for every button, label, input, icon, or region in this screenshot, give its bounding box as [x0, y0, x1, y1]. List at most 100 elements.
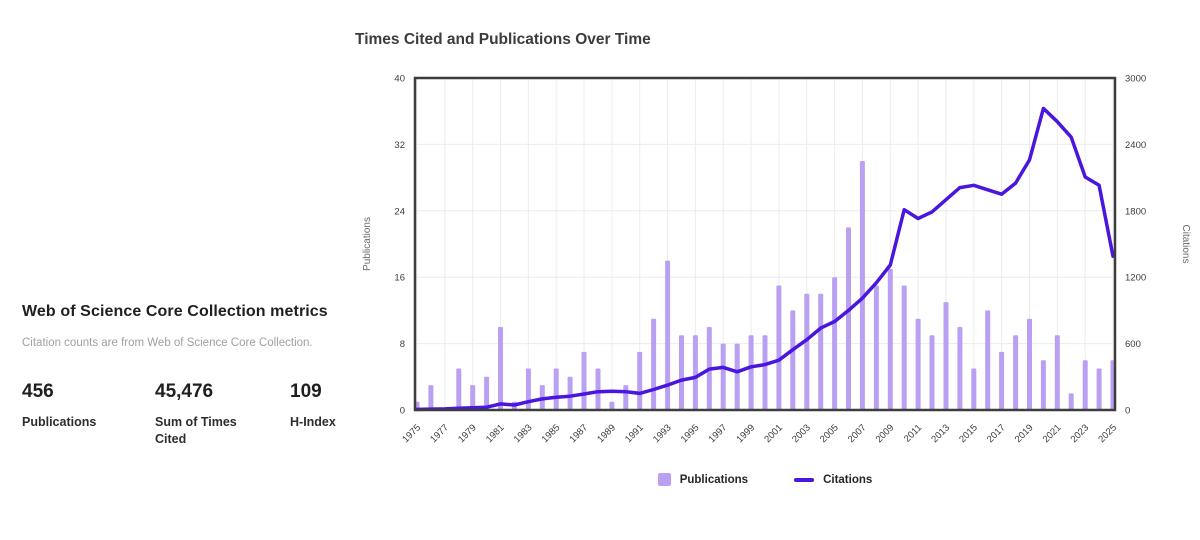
svg-text:16: 16	[394, 273, 405, 284]
svg-text:32: 32	[394, 140, 405, 151]
svg-text:1997: 1997	[707, 422, 730, 445]
svg-text:2005: 2005	[818, 422, 841, 445]
bar-2024	[1096, 368, 1102, 410]
bar-2005	[832, 277, 838, 410]
times-cited-count: 45,476	[155, 381, 214, 402]
metrics-subtext: Citation counts are from Web of Science …	[22, 337, 313, 349]
svg-text:1995: 1995	[679, 422, 702, 445]
bar-2014	[957, 327, 963, 410]
bar-1986	[567, 376, 573, 410]
legend-item-citations: Citations	[794, 474, 872, 486]
metric-h-index: 109 H-Index	[290, 381, 336, 448]
bar-2003	[804, 293, 810, 410]
svg-text:2013: 2013	[929, 422, 952, 445]
svg-text:1979: 1979	[456, 422, 479, 445]
svg-text:1989: 1989	[595, 422, 618, 445]
bar-2019	[1027, 318, 1032, 410]
legend-item-publications: Publications	[657, 473, 749, 486]
bar-1979	[470, 385, 476, 410]
svg-text:0: 0	[1125, 406, 1130, 417]
svg-text:1981: 1981	[484, 422, 507, 445]
bar-2010	[901, 285, 907, 410]
chart-title: Times Cited and Publications Over Time	[355, 31, 651, 48]
bar-2016	[985, 310, 991, 410]
svg-text:1800: 1800	[1125, 206, 1146, 217]
bar-2023	[1082, 360, 1088, 410]
svg-text:600: 600	[1125, 339, 1141, 350]
svg-text:1993: 1993	[651, 422, 674, 445]
svg-text:1985: 1985	[540, 422, 563, 445]
bar-1993	[665, 260, 671, 410]
svg-text:2009: 2009	[874, 422, 897, 445]
plot-frame	[413, 76, 1117, 412]
bar-1998	[734, 343, 740, 410]
svg-text:2019: 2019	[1013, 422, 1036, 445]
bar-2000	[762, 335, 768, 410]
svg-text:8: 8	[400, 339, 405, 350]
bar-1981	[498, 327, 503, 410]
svg-text:2015: 2015	[957, 422, 980, 445]
svg-text:2017: 2017	[985, 422, 1008, 445]
bar-1983	[525, 368, 531, 410]
bar-2013	[943, 302, 949, 410]
bar-1995	[692, 335, 698, 410]
bar-1980	[484, 376, 490, 410]
bar-2020	[1040, 360, 1046, 410]
bar-2006	[846, 227, 851, 410]
svg-text:2021: 2021	[1041, 422, 1064, 445]
bar-1976	[428, 385, 434, 410]
svg-text:24: 24	[394, 206, 405, 217]
legend-publications-label: Publications	[679, 473, 749, 486]
svg-text:1987: 1987	[567, 422, 590, 445]
bar-1987	[581, 351, 587, 410]
bar-2015	[971, 368, 977, 410]
bar-1988	[595, 368, 601, 410]
svg-text:2003: 2003	[790, 422, 813, 445]
svg-text:2023: 2023	[1069, 422, 1092, 445]
bar-2004	[818, 293, 824, 410]
bar-1985	[553, 368, 559, 410]
metrics-heading: Web of Science Core Collection metrics	[22, 303, 328, 320]
metrics-panel: Web of Science Core Collection metrics C…	[22, 303, 362, 448]
bar-2011	[915, 318, 921, 410]
publications-count-label: Publications	[22, 415, 97, 429]
svg-text:3000: 3000	[1125, 74, 1146, 85]
left-axis-title: Publications	[362, 217, 373, 271]
bar-1978	[456, 368, 462, 410]
metrics-row: 456 Publications 45,476 Sum of Times Cit…	[22, 381, 362, 448]
bar-2021	[1054, 335, 1060, 410]
svg-text:40: 40	[394, 74, 405, 85]
svg-text:1975: 1975	[400, 422, 423, 445]
publications-swatch	[657, 473, 671, 486]
bar-2002	[790, 310, 796, 410]
bar-2008	[873, 285, 879, 410]
bar-1994	[679, 335, 684, 410]
bar-2017	[999, 351, 1005, 410]
bar-2018	[1013, 335, 1019, 410]
svg-text:1999: 1999	[734, 422, 757, 445]
bar-2001	[776, 285, 782, 410]
svg-text:2400: 2400	[1125, 140, 1146, 151]
bar-2022	[1068, 393, 1074, 410]
metric-publications: 456 Publications	[22, 381, 155, 448]
bar-1992	[651, 318, 657, 410]
bar-1990	[623, 385, 629, 410]
bar-1997	[720, 343, 726, 410]
bar-1991	[637, 351, 643, 410]
svg-text:1977: 1977	[428, 422, 451, 445]
times-cited-label: Sum of Times Cited	[155, 415, 237, 446]
svg-text:1200: 1200	[1125, 273, 1146, 284]
bar-2007	[859, 161, 865, 410]
chart-legend: Publications Citations	[415, 473, 1115, 486]
svg-text:2001: 2001	[762, 422, 785, 445]
svg-text:2025: 2025	[1096, 422, 1119, 445]
publications-count: 456	[22, 381, 54, 402]
h-index-label: H-Index	[290, 415, 336, 429]
bar-2009	[887, 268, 893, 410]
bar-2012	[929, 335, 935, 410]
citations-swatch	[794, 477, 815, 482]
h-index-count: 109	[290, 381, 322, 402]
citations-line	[415, 106, 1115, 412]
svg-text:2007: 2007	[846, 422, 869, 445]
